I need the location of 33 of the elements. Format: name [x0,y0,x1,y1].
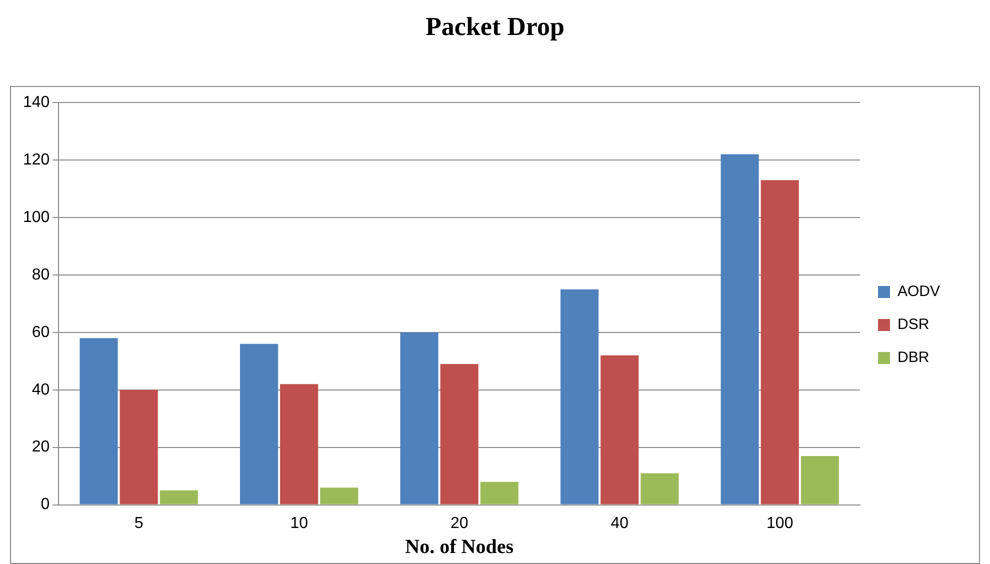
bar [600,355,639,504]
bar [720,154,759,504]
bar [800,456,839,504]
y-tick-label: 40 [32,381,50,398]
bar [480,482,518,504]
bar [760,180,799,504]
bar [280,384,318,504]
bar [640,473,679,504]
bar [240,344,278,504]
bar [560,289,599,504]
x-tick-label: 100 [766,514,794,532]
x-axis-title: No. of Nodes [405,536,514,558]
legend-label: AODV [897,283,940,300]
legend-label: DSR [897,316,930,334]
legend-label: DBR [897,349,930,366]
x-tick-label: 20 [450,514,468,532]
y-tick-label: 80 [32,266,50,284]
y-tick-label: 60 [32,324,50,341]
y-tick-label: 120 [22,151,50,168]
x-tick-label: 10 [290,514,308,532]
y-tick-label: 0 [40,496,50,514]
x-tick-label: 5 [134,514,144,532]
y-tick-label: 100 [22,208,50,226]
y-tick-label: 20 [32,438,50,456]
bar [160,490,198,504]
bar [400,332,438,504]
bar [120,390,158,504]
bar [440,364,478,504]
bar [80,338,118,504]
y-tick-label: 140 [22,94,50,112]
bar [320,488,358,504]
chart-title: Packet Drop [424,12,566,42]
x-tick-label: 40 [610,514,629,532]
